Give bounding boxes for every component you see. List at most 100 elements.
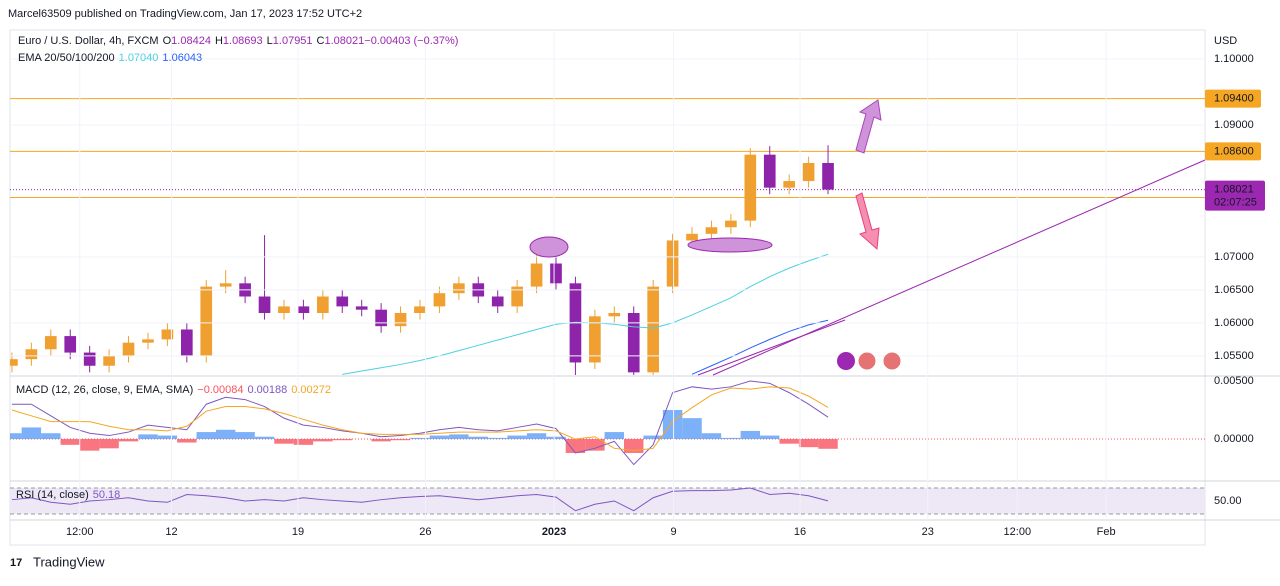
- candle-body: [297, 306, 310, 313]
- last-price-label: 1.08021: [1214, 183, 1254, 195]
- candle-body: [394, 312, 407, 327]
- highlight: [687, 237, 773, 253]
- candle-body: [278, 306, 290, 313]
- legend-row: EMA 20/50/100/200 1.07040 1.06043: [18, 52, 202, 64]
- ema-value: 1.07040: [119, 52, 159, 64]
- candle-body: [550, 263, 562, 284]
- candle-body: [180, 329, 193, 356]
- macd-histogram: [721, 437, 741, 440]
- legend-row: Euro / U.S. Dollar, 4h, FXCM O1.08424 H 1.0…: [18, 35, 458, 47]
- candle-body: [103, 355, 115, 366]
- candle-body: [83, 352, 96, 366]
- macd-histogram: [118, 439, 139, 442]
- level-label: 1.08600: [1214, 145, 1254, 157]
- macd-histogram: [565, 439, 586, 453]
- ema-title: EMA 20/50/100/200: [18, 52, 115, 64]
- up-arrow: [855, 99, 882, 154]
- legend: Euro / U.S. Dollar, 4h, FXCM O1.08424 H 1.0…: [16, 35, 458, 501]
- candle-body: [10, 359, 18, 366]
- macd-histogram: [79, 439, 100, 451]
- y-tick-label: 1.07000: [1214, 251, 1254, 263]
- candle-body: [433, 293, 446, 307]
- macd-histogram: [274, 439, 294, 444]
- macd-histogram: [468, 436, 488, 440]
- ohlc-key: C: [317, 35, 325, 47]
- candle-body: [589, 316, 601, 363]
- y-tick-label: 1.06500: [1214, 284, 1254, 296]
- candle-body: [783, 181, 796, 188]
- symbol: Euro / U.S. Dollar, 4h, FXCM: [18, 35, 159, 47]
- macd-histogram: [41, 433, 61, 440]
- last-price-badge: [1205, 180, 1265, 211]
- macd-pane: [10, 380, 1205, 466]
- candle-body: [491, 296, 504, 307]
- candle-body: [200, 286, 213, 356]
- macd-histogram: [760, 435, 780, 440]
- ohlc-key: H: [215, 35, 223, 47]
- macd-histogram: [21, 427, 42, 440]
- y-tick-label: 0.00000: [1214, 433, 1254, 445]
- rsi-band: [10, 488, 1205, 514]
- candle-body: [744, 154, 757, 221]
- ohlc-value: 1.08424: [171, 35, 211, 47]
- candle-body: [511, 286, 523, 307]
- macd-histogram: [585, 439, 605, 451]
- ohlc-key: O: [163, 35, 172, 47]
- macd-histogram: [662, 410, 683, 440]
- legend-row: RSI (14, close) 50.18: [16, 489, 120, 501]
- macd-histogram: [390, 439, 411, 441]
- ohlc-key: L: [267, 35, 273, 47]
- macd-histogram: [293, 439, 314, 445]
- y-tick-label: 50.00: [1214, 495, 1242, 507]
- x-tick-label: 12:00: [1004, 526, 1032, 538]
- flag-icon: [857, 351, 877, 371]
- currency: USD: [1214, 35, 1237, 47]
- down-arrow: [855, 192, 880, 251]
- candle-body: [705, 227, 718, 234]
- macd-histogram: [546, 436, 566, 440]
- macd-histogram: [507, 435, 527, 440]
- macd-histogram: [701, 433, 722, 440]
- x-tick-label: 26: [419, 526, 431, 538]
- macd-histogram: [215, 429, 236, 440]
- macd-histogram: [254, 436, 275, 440]
- x-tick-label: 2023: [542, 526, 566, 538]
- highlight: [529, 236, 569, 258]
- candle-body: [666, 240, 679, 287]
- macd-histogram: [624, 439, 644, 453]
- x-tick-label: 16: [794, 526, 806, 538]
- x-tick-label: 19: [292, 526, 304, 538]
- macd-histogram: [604, 432, 625, 440]
- macd-histogram: [429, 435, 450, 440]
- macd-histogram: [60, 439, 80, 445]
- plot: 12:00 12 19 26 2023 9 16 23 12:00 Feb 1.10000 1.090…: [10, 30, 1265, 538]
- level-label: 1.09400: [1214, 93, 1254, 105]
- brand-logo: 17: [10, 557, 22, 569]
- y-tick-label: 1.10000: [1214, 53, 1254, 65]
- candle-body: [44, 336, 57, 350]
- ohlc-value: 1.07951: [273, 35, 313, 47]
- candle-body: [25, 349, 38, 360]
- macd-value: 0.00188: [247, 384, 287, 396]
- macd-histogram: [196, 432, 216, 440]
- macd-histogram: [740, 430, 761, 440]
- macd-value: 0.00272: [291, 384, 331, 396]
- event-icon: [837, 352, 855, 370]
- candle-body: [161, 329, 174, 340]
- macd-histogram: [138, 434, 158, 440]
- brand: TradingView: [33, 554, 105, 569]
- candle-body: [317, 296, 329, 313]
- candle-body: [802, 162, 815, 182]
- macd-histogram: [449, 434, 469, 440]
- candle-body: [647, 286, 659, 373]
- macd-histogram: [682, 418, 702, 440]
- macd-histogram: [332, 439, 352, 441]
- macd-histogram: [779, 439, 799, 444]
- macd-histogram: [177, 439, 197, 443]
- x-tick-label: 9: [671, 526, 677, 538]
- trend-line: [697, 319, 846, 376]
- macd-histogram: [798, 439, 819, 448]
- macd-histogram: [157, 435, 178, 440]
- candle-body: [414, 306, 426, 313]
